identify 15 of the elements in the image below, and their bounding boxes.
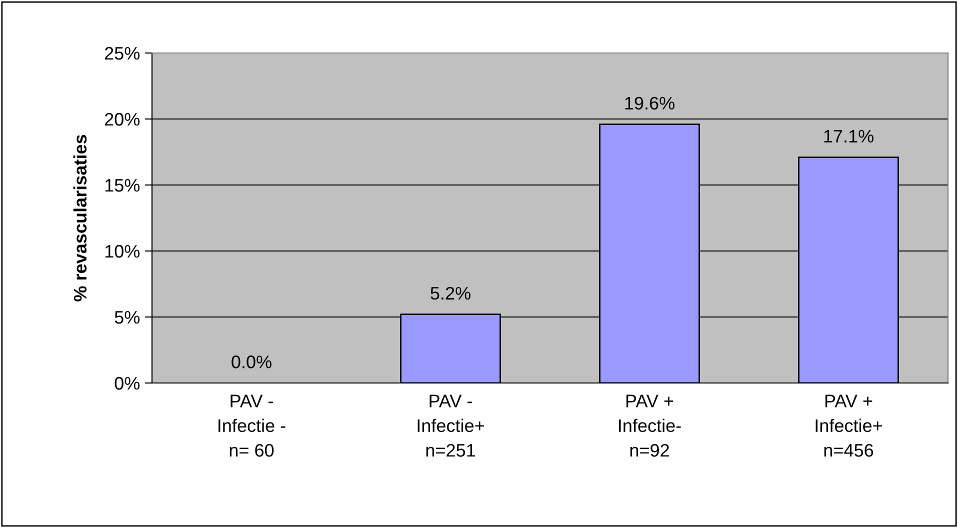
x-tick-label: PAV + Infectie+ n=456	[816, 394, 882, 457]
y-axis-title: % revascularisaties	[73, 134, 87, 302]
x-tick-label: PAV - Infectie - n= 60	[218, 394, 286, 457]
x-tick-label: PAV + Infectie- n=92	[619, 394, 681, 457]
x-tick-label: PAV - Infectie+ n=251	[418, 394, 484, 457]
data-label: 19.6%	[625, 96, 674, 110]
y-tick-label: 20%	[104, 112, 140, 126]
data-label: 17.1%	[824, 130, 874, 143]
y-tick-label: 5%	[114, 311, 140, 324]
y-tick-label: 15%	[105, 179, 140, 192]
data-label: 5.2%	[430, 286, 470, 300]
y-tick-label: 25%	[104, 46, 140, 60]
y-tick-label: 0%	[114, 376, 140, 390]
data-label: 0.0%	[232, 356, 272, 368]
y-tick-label: 10%	[105, 244, 140, 258]
